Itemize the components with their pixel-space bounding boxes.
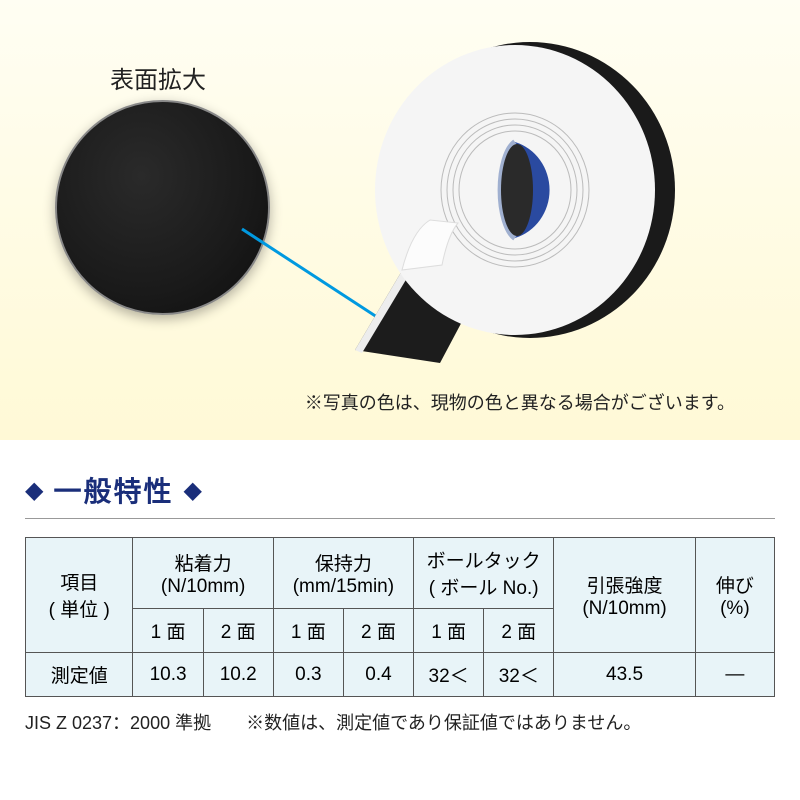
diamond-icon: ◆ xyxy=(183,476,201,505)
col-adhesion: 粘着力(N/10mm) xyxy=(133,538,273,609)
sub-side1: 1 面 xyxy=(414,609,484,653)
val-tensile: 43.5 xyxy=(554,653,695,697)
col-holding: 保持力(mm/15min) xyxy=(273,538,413,609)
col-elongation: 伸び(%) xyxy=(695,538,774,653)
val-holding-1: 0.3 xyxy=(273,653,343,697)
val-ball-2: 32＜ xyxy=(484,653,554,697)
val-holding-2: 0.4 xyxy=(343,653,413,697)
sub-side1: 1 面 xyxy=(273,609,343,653)
tape-roll-icon xyxy=(340,35,720,375)
col-balltack: ボールタック( ボール No.) xyxy=(414,538,554,609)
table-row: 測定値 10.3 10.2 0.3 0.4 32＜ 32＜ 43.5 — xyxy=(26,653,775,697)
spec-table: 項目( 単位 ) 粘着力(N/10mm) 保持力(mm/15min) ボールタッ… xyxy=(25,537,775,697)
zoom-label: 表面拡大 xyxy=(110,60,206,95)
val-elongation: — xyxy=(695,653,774,697)
diamond-icon: ◆ xyxy=(25,476,43,505)
table-row: 項目( 単位 ) 粘着力(N/10mm) 保持力(mm/15min) ボールタッ… xyxy=(26,538,775,609)
sub-side2: 2 面 xyxy=(203,609,273,653)
footnotes: JIS Z 0237：2000 準拠 ※数値は、測定値であり保証値ではありません… xyxy=(25,709,775,735)
photo-color-note: ※写真の色は、現物の色と異なる場合がございます。 xyxy=(305,389,735,415)
sub-side1: 1 面 xyxy=(133,609,203,653)
val-adhesion-2: 10.2 xyxy=(203,653,273,697)
zoom-circle xyxy=(55,100,270,315)
col-item-unit: 項目( 単位 ) xyxy=(26,538,133,653)
spec-heading: ◆ 一般特性 ◆ xyxy=(25,470,775,519)
row-label-measured: 測定値 xyxy=(26,653,133,697)
footnote-standard: JIS Z 0237：2000 準拠 xyxy=(25,713,211,733)
val-ball-1: 32＜ xyxy=(414,653,484,697)
spec-section: ◆ 一般特性 ◆ 項目( 単位 ) 粘着力(N/10mm) 保持力(mm/15m… xyxy=(0,440,800,735)
product-image-area: 表面拡大 ※写真の色は、現物の色と異なる場合がございます。 xyxy=(0,0,800,440)
col-tensile: 引張強度(N/10mm) xyxy=(554,538,695,653)
val-adhesion-1: 10.3 xyxy=(133,653,203,697)
footnote-values: ※数値は、測定値であり保証値ではありません。 xyxy=(246,713,641,733)
sub-side2: 2 面 xyxy=(343,609,413,653)
sub-side2: 2 面 xyxy=(484,609,554,653)
heading-text: 一般特性 xyxy=(53,470,173,510)
